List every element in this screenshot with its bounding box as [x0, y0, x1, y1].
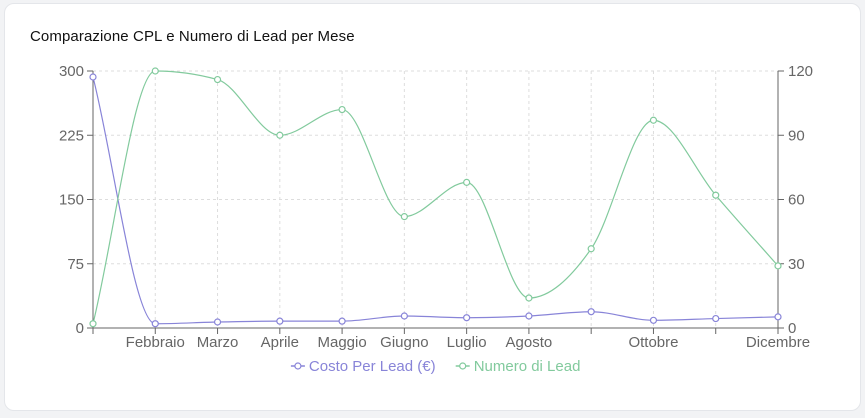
data-point-cpl: [276, 317, 284, 325]
data-point-lead: [774, 262, 782, 270]
y-right-tick-label: 0: [788, 320, 796, 337]
x-tick-label: Dicembre: [746, 334, 810, 351]
x-tick-label: Luglio: [447, 334, 487, 351]
chart-series: [89, 67, 782, 328]
x-tick-label: Aprile: [261, 334, 299, 351]
legend-item-lead: Numero di Lead: [455, 358, 581, 375]
data-point-cpl: [587, 308, 595, 316]
data-point-lead: [213, 75, 222, 84]
data-point-lead: [89, 320, 97, 328]
x-tick-label: Agosto: [506, 334, 553, 351]
data-point-cpl: [400, 312, 408, 320]
data-point-lead: [463, 178, 471, 186]
chart-title: Comparazione CPL e Numero di Lead per Me…: [30, 28, 355, 45]
data-point-lead: [525, 294, 533, 302]
legend-label-lead: Numero di Lead: [474, 358, 581, 375]
y-left-tick-label: 150: [59, 192, 84, 209]
data-point-lead: [400, 213, 408, 221]
x-tick-label: Maggio: [317, 334, 366, 351]
data-point-cpl: [649, 316, 658, 324]
data-point-cpl: [712, 314, 720, 323]
data-point-lead: [587, 245, 595, 253]
data-point-lead: [151, 67, 159, 75]
legend-icon-point: [459, 362, 467, 370]
data-point-lead: [276, 131, 284, 139]
series-line-cpl: [92, 76, 779, 325]
data-point-lead: [712, 191, 720, 199]
data-point-cpl: [338, 317, 346, 325]
legend-label-cpl: Costo Per Lead (€): [309, 358, 436, 375]
data-point-lead: [338, 105, 346, 114]
y-left-tick-label: 300: [59, 63, 84, 80]
data-point-cpl: [213, 318, 222, 326]
data-point-cpl: [525, 312, 533, 320]
x-tick-label: Febbraio: [126, 334, 185, 351]
chart-legend: Costo Per Lead (€) Numero di Lead: [290, 358, 581, 375]
legend-item-cpl: Costo Per Lead (€): [290, 358, 436, 375]
data-point-lead: [649, 116, 658, 124]
y-left-tick-label: 0: [76, 320, 84, 337]
y-left-tick-label: 225: [59, 127, 84, 144]
x-tick-label: Marzo: [197, 334, 239, 351]
data-point-cpl: [151, 320, 159, 328]
chart-axes: 0 75 150 225 300 0 30 60 90 120 Febbraio Marzo April…: [59, 63, 813, 351]
y-right-tick-label: 60: [788, 192, 805, 209]
y-left-tick-label: 75: [67, 256, 84, 273]
series-line-lead: [92, 70, 779, 324]
y-right-tick-label: 30: [788, 256, 805, 273]
x-tick-label: Giugno: [380, 334, 428, 351]
data-point-cpl: [89, 73, 97, 81]
y-right-tick-label: 90: [788, 127, 805, 144]
data-point-cpl: [463, 314, 471, 322]
data-point-cpl: [774, 313, 782, 321]
legend-icon-point: [294, 362, 302, 370]
y-right-tick-label: 120: [788, 63, 813, 80]
x-tick-label: Ottobre: [628, 334, 678, 351]
